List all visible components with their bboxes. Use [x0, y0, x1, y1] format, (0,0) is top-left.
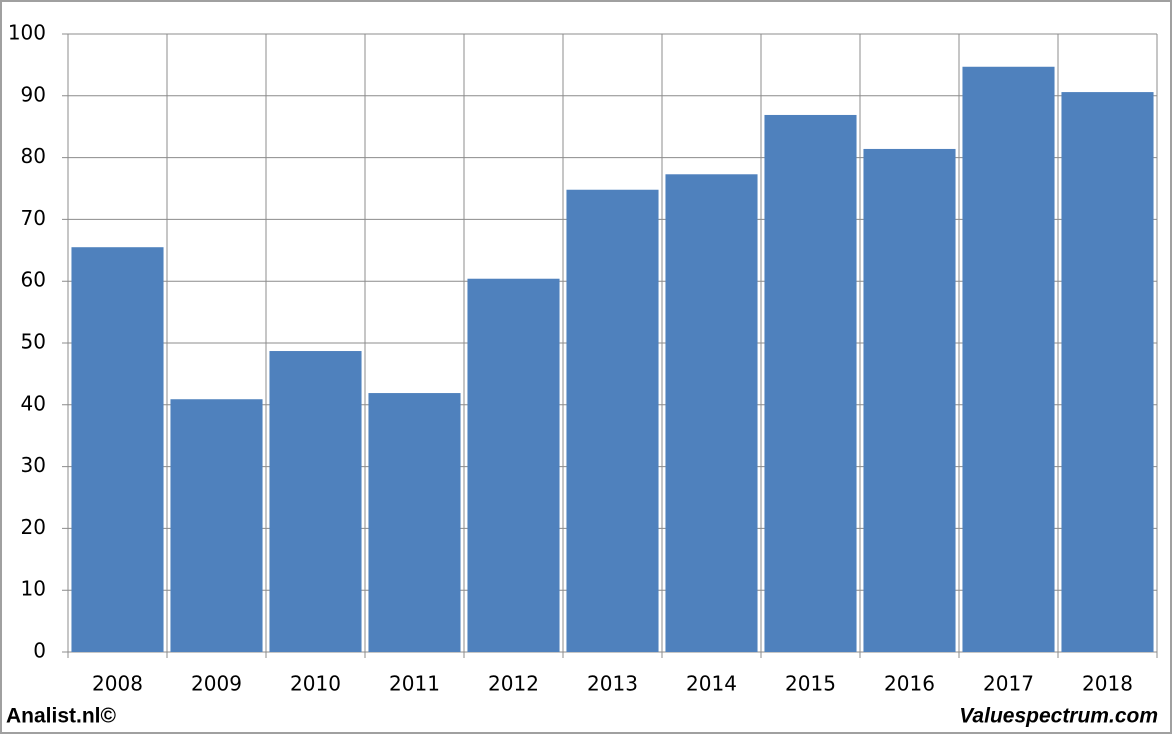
x-tick-label: 2014: [686, 672, 737, 696]
bar: [269, 351, 362, 652]
x-tick-label: 2013: [587, 672, 638, 696]
y-tick-label: 80: [21, 144, 46, 168]
x-tick-label: 2017: [983, 672, 1034, 696]
bar: [566, 189, 659, 652]
bar: [71, 247, 164, 652]
footer-left: Analist.nl©: [6, 705, 117, 728]
y-tick-label: 60: [21, 268, 46, 292]
x-tick-label: 2009: [191, 672, 242, 696]
y-tick-label: 70: [21, 206, 46, 230]
y-tick-label: 100: [8, 21, 46, 45]
x-tick-label: 2010: [290, 672, 341, 696]
y-tick-label: 20: [21, 515, 46, 539]
x-tick-label: 2016: [884, 672, 935, 696]
x-tick-label: 2012: [488, 672, 539, 696]
footer-right: Valuespectrum.com: [959, 705, 1158, 728]
x-tick-label: 2018: [1082, 672, 1133, 696]
bar: [764, 114, 857, 652]
bar: [170, 399, 263, 652]
bar: [665, 174, 758, 652]
x-tick-label: 2015: [785, 672, 836, 696]
bar: [962, 66, 1055, 652]
y-tick-label: 10: [21, 577, 46, 601]
bar: [1061, 92, 1154, 653]
y-tick-label: 0: [33, 639, 46, 663]
bar: [467, 278, 560, 652]
y-tick-label: 50: [21, 330, 46, 354]
x-tick-label: 2011: [389, 672, 440, 696]
y-tick-label: 40: [21, 391, 46, 415]
y-tick-label: 90: [21, 82, 46, 106]
x-tick-label: 2008: [92, 672, 143, 696]
y-tick-label: 30: [21, 453, 46, 477]
bar: [863, 148, 956, 652]
bar: [368, 393, 461, 652]
